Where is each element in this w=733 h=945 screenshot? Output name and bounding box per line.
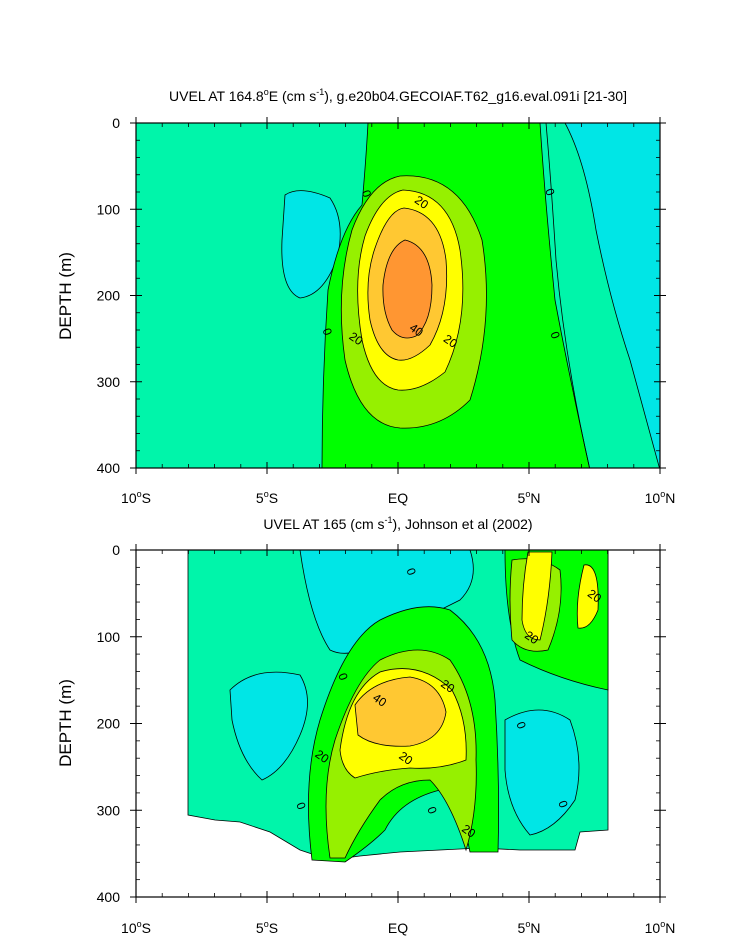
fill-neg-east bbox=[564, 123, 660, 468]
y-tick-label: 200 bbox=[97, 716, 121, 732]
y-tick-label: 300 bbox=[97, 802, 121, 818]
contour-label: 0 bbox=[555, 799, 571, 810]
panel1-title: UVEL AT 164.8oE (cm s-1), g.e20b04.GECOI… bbox=[169, 87, 627, 104]
panel-model-uvel: UVEL AT 164.8oE (cm s-1), g.e20b04.GECOI… bbox=[56, 87, 675, 506]
x-tick-label: 5oN bbox=[518, 489, 541, 506]
x-tick-label: 10oS bbox=[121, 489, 151, 506]
contour-line-0-east bbox=[545, 123, 590, 468]
panel1-x-tick-labels: 10oS 5oS EQ 5oN 10oN bbox=[121, 489, 675, 506]
y-tick-label: 0 bbox=[112, 115, 120, 131]
panel2-title: UVEL AT 165 (cm s-1), Johnson et al (200… bbox=[263, 515, 532, 532]
panel-observed-uvel: UVEL AT 165 (cm s-1), Johnson et al (200… bbox=[56, 515, 675, 936]
panel1-ylabel: DEPTH (m) bbox=[56, 252, 75, 340]
panel1-ticks bbox=[130, 117, 666, 474]
contour-label: 0 bbox=[547, 330, 563, 341]
x-tick-label: EQ bbox=[388, 920, 408, 936]
fill-neg-west bbox=[229, 671, 308, 781]
y-tick-label: 200 bbox=[97, 288, 121, 304]
y-tick-label: 100 bbox=[97, 201, 121, 217]
panel2-ylabel: DEPTH (m) bbox=[56, 679, 75, 767]
y-tick-label: 100 bbox=[97, 629, 121, 645]
contour-label: 0 bbox=[424, 805, 440, 816]
fill-pos-20-east bbox=[521, 551, 553, 641]
x-tick-label: 5oS bbox=[256, 919, 278, 936]
x-tick-label: 10oS bbox=[121, 919, 151, 936]
panel1-y-tick-labels: 0 100 200 300 400 bbox=[97, 115, 121, 476]
y-tick-label: 0 bbox=[112, 542, 120, 558]
contour-label: 0 bbox=[293, 800, 309, 811]
panel2-contours bbox=[187, 550, 609, 863]
contour-label: 0 bbox=[359, 188, 375, 199]
y-tick-label: 400 bbox=[97, 460, 121, 476]
panel2-ticks bbox=[130, 544, 666, 903]
y-tick-label: 400 bbox=[97, 889, 121, 905]
contour-label: 0 bbox=[542, 186, 558, 197]
x-tick-label: 10oN bbox=[645, 489, 676, 506]
fill-pos-40 bbox=[382, 239, 433, 339]
x-tick-label: 10oN bbox=[645, 919, 676, 936]
y-tick-label: 300 bbox=[97, 374, 121, 390]
x-tick-label: EQ bbox=[388, 490, 408, 506]
x-tick-label: 5oN bbox=[518, 919, 541, 936]
contour-label: 0 bbox=[335, 671, 351, 682]
panel1-contours bbox=[136, 123, 660, 468]
contour-label: 0 bbox=[403, 566, 419, 577]
contour-label: 0 bbox=[513, 720, 529, 731]
panel2-y-tick-labels: 0 100 200 300 400 bbox=[97, 542, 121, 905]
fill-neg-east bbox=[504, 709, 580, 836]
fill-pos-20-far-east bbox=[576, 564, 599, 629]
x-tick-label: 5oS bbox=[256, 489, 278, 506]
panel2-x-tick-labels: 10oS 5oS EQ 5oN 10oN bbox=[121, 919, 675, 936]
fill-pos-30-central bbox=[354, 676, 447, 747]
contour-label: 0 bbox=[320, 326, 336, 337]
